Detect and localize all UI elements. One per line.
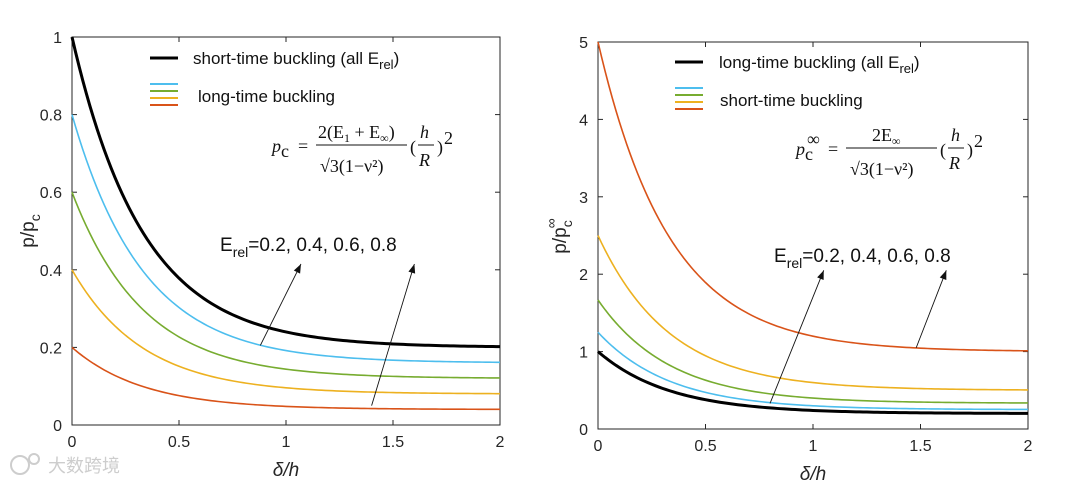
annotation-arrow-line — [769, 270, 825, 404]
right-series — [597, 41, 1029, 415]
svg-text:pc∞: pc∞ — [794, 129, 820, 164]
svg-text:(: ( — [940, 140, 946, 161]
right-annotation: Erel=0.2, 0.4, 0.6, 0.8 — [774, 246, 951, 271]
right-legend: long-time buckling (all Erel) short-time… — [675, 53, 920, 110]
svg-text:h: h — [420, 122, 429, 142]
svg-text:R: R — [948, 153, 960, 173]
svg-text:2E∞: 2E∞ — [872, 125, 901, 148]
legend-entry-long-time: long-time buckling — [198, 87, 335, 106]
legend-entry-short-time: short-time buckling (all Erel) — [193, 49, 399, 72]
annotation-arrow-head — [939, 270, 947, 280]
svg-text:=: = — [828, 139, 838, 159]
right-arrows — [769, 270, 947, 404]
svg-text:2: 2 — [444, 128, 453, 148]
left-series — [70, 36, 501, 411]
series-line-e-rel-0-2 — [71, 346, 501, 411]
watermark-logo-icon-2 — [28, 453, 40, 465]
right-x-axis-label: δ/h — [800, 464, 826, 485]
svg-text:√3(1−ν²): √3(1−ν²) — [850, 159, 914, 180]
y-tick-label: 0.2 — [40, 340, 62, 357]
y-tick-label: 0.8 — [40, 108, 62, 125]
x-tick-label: 0.5 — [694, 438, 716, 455]
y-tick-label: 2 — [579, 267, 588, 284]
x-tick-label: 1.5 — [382, 434, 404, 451]
svg-text:(: ( — [410, 137, 416, 158]
annotation-arrow-head — [408, 263, 416, 274]
x-tick-label: 0 — [68, 434, 77, 451]
x-tick-label: 0 — [594, 438, 603, 455]
left-annotation: Erel=0.2, 0.4, 0.6, 0.8 — [220, 235, 397, 260]
svg-text:h: h — [951, 125, 960, 145]
svg-text:): ) — [967, 140, 973, 161]
series-line-e-rel-0-6 — [597, 299, 1029, 404]
annotation-arrow-head — [293, 263, 301, 274]
annotation-arrow-line — [259, 263, 302, 346]
right-chart: 0 0.5 1 1.5 2 0 1 2 3 4 5 δ/h p/pc∞ long-time buck… — [543, 35, 1033, 485]
y-tick-label: 4 — [579, 112, 588, 129]
svg-text:2: 2 — [974, 131, 983, 151]
y-tick-label: 1 — [579, 345, 588, 362]
svg-text:pc: pc — [270, 136, 289, 161]
series-line-e-rel-0-4 — [597, 235, 1029, 391]
annotation-arrow-line — [915, 270, 947, 348]
y-tick-label: 3 — [579, 190, 588, 207]
legend-entry-long-time-right: long-time buckling (all Erel) — [719, 53, 920, 76]
y-tick-label: 1 — [53, 30, 62, 47]
watermark: 大数跨境 — [10, 453, 120, 477]
right-ticks: 0 0.5 1 1.5 2 0 1 2 3 4 5 — [579, 35, 1032, 455]
right-y-axis-label: p/pc∞ — [543, 218, 575, 253]
legend-entry-short-time-right: short-time buckling — [720, 91, 863, 110]
series-line-e-rel-0-6 — [71, 191, 501, 379]
series-line-e-rel-0-4 — [71, 269, 501, 395]
svg-text:R: R — [418, 150, 430, 170]
svg-text:): ) — [437, 137, 443, 158]
series-line-long-time-buckling — [597, 350, 1029, 415]
left-chart: 0 0.5 1 1.5 2 0 0.2 0.4 0.6 0.8 1 δ/h p/pc short-t… — [18, 30, 505, 481]
x-tick-label: 1 — [282, 434, 291, 451]
x-tick-label: 1.5 — [909, 438, 931, 455]
series-line-e-rel-0-8 — [71, 114, 501, 364]
series-line-e-rel-0-2 — [597, 41, 1029, 352]
series-line-e-rel-0-8 — [597, 331, 1029, 411]
y-tick-label: 5 — [579, 35, 588, 52]
left-arrows — [259, 263, 416, 406]
y-tick-label: 0.6 — [40, 185, 62, 202]
left-y-axis-label: p/pc — [18, 214, 43, 247]
y-tick-label: 0 — [53, 418, 62, 435]
right-equation: pc∞ = 2E∞ √3(1−ν²) ( h R ) 2 — [794, 125, 983, 180]
svg-text:2(E1 + E∞): 2(E1 + E∞) — [318, 122, 395, 145]
series-line-short-time-buckling — [70, 36, 501, 349]
left-equation: pc = 2(E1 + E∞) √3(1−ν²) ( h R ) 2 — [270, 122, 453, 177]
y-tick-label: 0.4 — [40, 263, 62, 280]
watermark-logo-icon — [10, 455, 30, 475]
y-tick-label: 0 — [579, 422, 588, 439]
x-tick-label: 2 — [496, 434, 505, 451]
left-legend: short-time buckling (all Erel) long-time… — [150, 49, 399, 106]
x-tick-label: 0.5 — [168, 434, 190, 451]
x-tick-label: 1 — [809, 438, 818, 455]
left-x-axis-label: δ/h — [273, 460, 299, 481]
svg-text:大数跨境: 大数跨境 — [48, 456, 120, 477]
annotation-arrow-head — [817, 270, 824, 280]
annotation-arrow-line — [371, 263, 415, 406]
x-tick-label: 2 — [1024, 438, 1033, 455]
svg-text:√3(1−ν²): √3(1−ν²) — [320, 156, 384, 177]
svg-text:=: = — [298, 136, 308, 156]
